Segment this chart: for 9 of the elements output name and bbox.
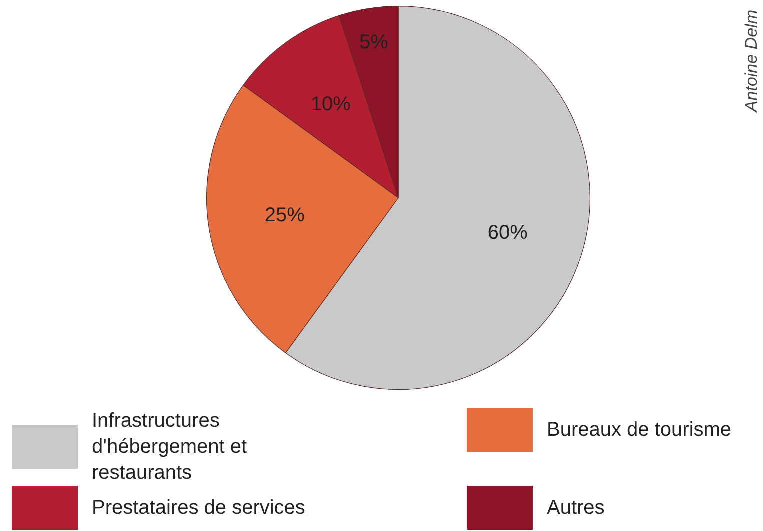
data-label: 60% (488, 222, 528, 244)
legend-label: Infrastructures d'hébergement et restaurants (92, 409, 248, 486)
data-label: 25% (264, 204, 306, 227)
legend-label: Bureaux de tourisme (547, 418, 733, 443)
data-label: 5% (359, 31, 389, 54)
legend-label: Autres (547, 496, 606, 521)
legend-label: Prestataires de services (92, 496, 306, 521)
data-label: 10% (310, 93, 352, 116)
text: Antoine Delm (742, 10, 762, 112)
